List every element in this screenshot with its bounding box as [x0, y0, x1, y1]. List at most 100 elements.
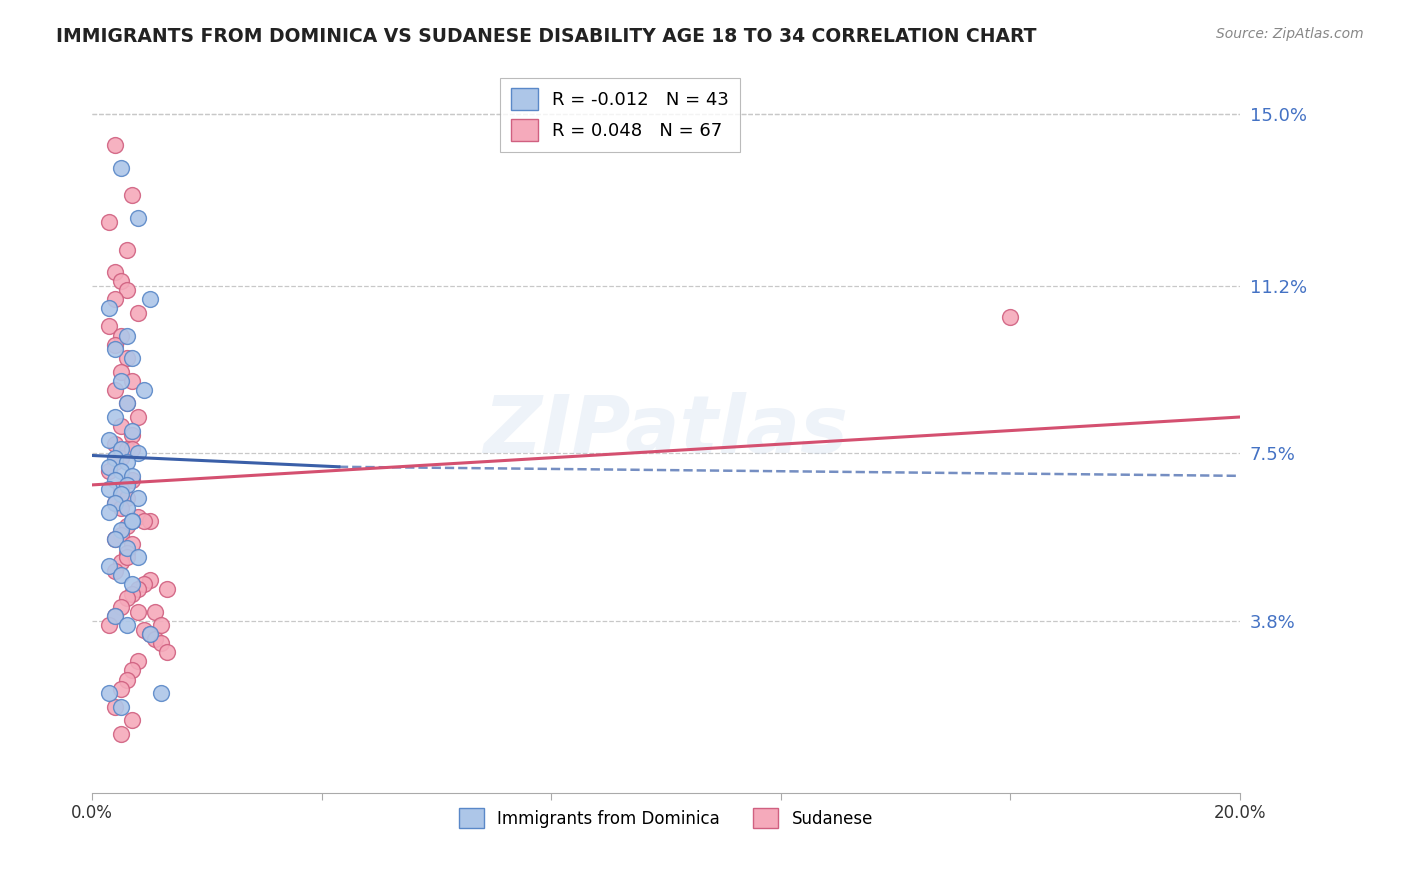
Point [121, 188, 143, 202]
Point [143, 632, 166, 646]
Point [121, 474, 143, 488]
Point [98, 483, 121, 497]
Text: IMMIGRANTS FROM DOMINICA VS SUDANESE DISABILITY AGE 18 TO 34 CORRELATION CHART: IMMIGRANTS FROM DOMINICA VS SUDANESE DIS… [56, 27, 1036, 45]
Point [104, 337, 127, 351]
Point [104, 474, 127, 488]
Point [138, 573, 160, 587]
Point [115, 541, 138, 556]
Point [104, 609, 127, 624]
Point [104, 609, 127, 624]
Point [110, 681, 132, 696]
Point [104, 265, 127, 279]
Point [115, 491, 138, 506]
Point [104, 409, 127, 424]
Point [115, 550, 138, 565]
Point [156, 645, 179, 659]
Point [138, 627, 160, 641]
Point [1000, 310, 1022, 325]
Point [104, 496, 127, 510]
Point [132, 383, 155, 397]
Point [110, 699, 132, 714]
Point [110, 450, 132, 465]
Point [132, 577, 155, 591]
Point [110, 500, 132, 515]
Point [115, 243, 138, 257]
Point [127, 509, 149, 524]
Point [150, 618, 173, 632]
Point [110, 487, 132, 501]
Point [121, 537, 143, 551]
Point [121, 428, 143, 442]
Point [98, 433, 121, 447]
Point [110, 523, 132, 537]
Point [104, 138, 127, 153]
Point [115, 546, 138, 560]
Point [115, 442, 138, 456]
Point [132, 514, 155, 528]
Point [127, 582, 149, 596]
Point [115, 478, 138, 492]
Point [121, 586, 143, 600]
Point [98, 459, 121, 474]
Point [104, 564, 127, 578]
Point [138, 627, 160, 641]
Point [115, 518, 138, 533]
Point [115, 351, 138, 366]
Point [127, 491, 149, 506]
Point [156, 582, 179, 596]
Point [110, 419, 132, 434]
Point [127, 605, 149, 619]
Point [121, 577, 143, 591]
Point [110, 555, 132, 569]
Point [98, 319, 121, 334]
Text: ZIPatlas: ZIPatlas [484, 392, 848, 469]
Point [121, 713, 143, 727]
Point [98, 215, 121, 229]
Legend: Immigrants from Dominica, Sudanese: Immigrants from Dominica, Sudanese [453, 801, 880, 835]
Point [98, 618, 121, 632]
Point [121, 351, 143, 366]
Point [104, 293, 127, 307]
Point [115, 618, 138, 632]
Point [110, 464, 132, 478]
Point [110, 527, 132, 541]
Point [115, 673, 138, 687]
Point [115, 500, 138, 515]
Point [110, 365, 132, 379]
Point [115, 283, 138, 297]
Point [127, 306, 149, 320]
Point [110, 568, 132, 582]
Point [127, 409, 149, 424]
Point [121, 664, 143, 678]
Point [127, 446, 149, 460]
Point [110, 600, 132, 615]
Point [104, 699, 127, 714]
Text: Source: ZipAtlas.com: Source: ZipAtlas.com [1216, 27, 1364, 41]
Point [127, 654, 149, 668]
Point [104, 532, 127, 546]
Point [98, 686, 121, 700]
Point [121, 514, 143, 528]
Point [115, 591, 138, 605]
Point [98, 505, 121, 519]
Point [138, 514, 160, 528]
Point [98, 301, 121, 316]
Point [121, 442, 143, 456]
Point [132, 623, 155, 637]
Point [110, 727, 132, 741]
Point [138, 293, 160, 307]
Point [110, 161, 132, 175]
Point [115, 328, 138, 343]
Point [110, 374, 132, 388]
Point [110, 483, 132, 497]
Point [104, 342, 127, 356]
Point [110, 328, 132, 343]
Point [127, 550, 149, 565]
Point [115, 396, 138, 410]
Point [104, 450, 127, 465]
Point [115, 396, 138, 410]
Point [121, 374, 143, 388]
Point [104, 383, 127, 397]
Point [150, 636, 173, 650]
Point [150, 686, 173, 700]
